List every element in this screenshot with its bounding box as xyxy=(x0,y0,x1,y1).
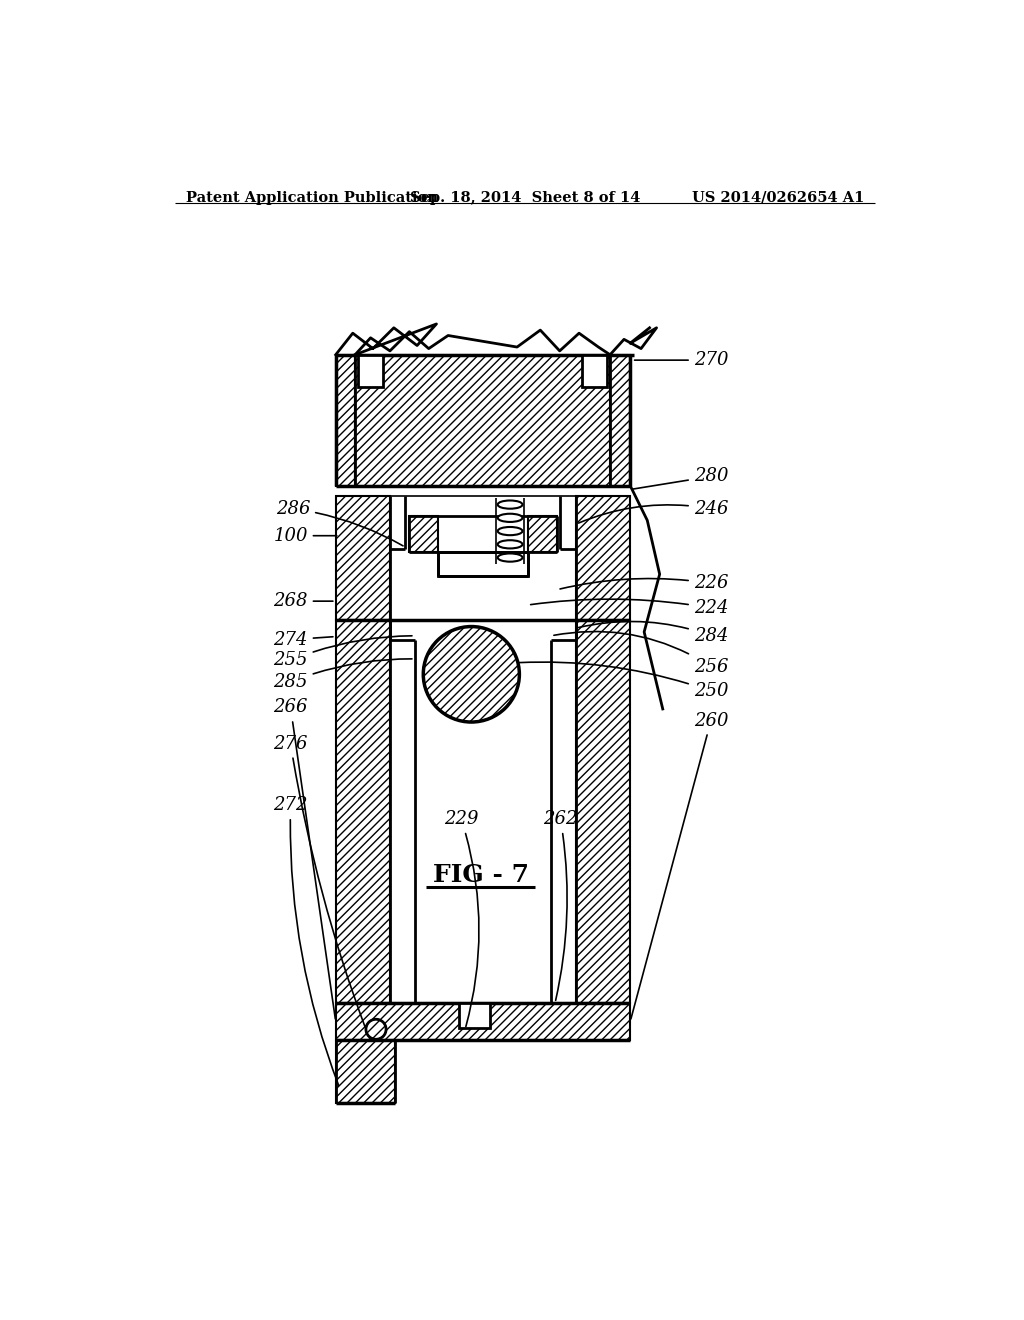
Text: 226: 226 xyxy=(560,574,728,593)
Text: 274: 274 xyxy=(273,631,333,648)
Text: 276: 276 xyxy=(273,735,365,1027)
Polygon shape xyxy=(336,620,390,1003)
Text: 268: 268 xyxy=(273,593,333,610)
Text: 266: 266 xyxy=(273,698,335,1019)
Text: 100: 100 xyxy=(273,527,337,545)
Text: US 2014/0262654 A1: US 2014/0262654 A1 xyxy=(692,191,864,205)
Polygon shape xyxy=(528,516,557,552)
Ellipse shape xyxy=(498,553,522,562)
Text: 272: 272 xyxy=(273,796,339,1085)
Polygon shape xyxy=(336,355,355,486)
Ellipse shape xyxy=(498,527,522,535)
Text: 250: 250 xyxy=(519,663,728,700)
Polygon shape xyxy=(336,496,390,620)
Text: 280: 280 xyxy=(633,467,728,488)
Polygon shape xyxy=(355,355,610,486)
Text: Patent Application Publication: Patent Application Publication xyxy=(186,191,438,205)
Text: Sep. 18, 2014  Sheet 8 of 14: Sep. 18, 2014 Sheet 8 of 14 xyxy=(410,191,640,205)
Ellipse shape xyxy=(498,500,522,508)
Ellipse shape xyxy=(498,540,522,548)
Polygon shape xyxy=(610,355,630,486)
Circle shape xyxy=(366,1019,386,1039)
Bar xyxy=(459,1003,489,1028)
Text: 284: 284 xyxy=(579,622,728,644)
Bar xyxy=(358,355,383,387)
Text: 255: 255 xyxy=(273,636,412,669)
Polygon shape xyxy=(575,620,630,1003)
Circle shape xyxy=(423,627,519,722)
Text: 256: 256 xyxy=(554,631,728,676)
Polygon shape xyxy=(336,1003,630,1040)
Text: 260: 260 xyxy=(631,711,728,1019)
Text: 262: 262 xyxy=(543,810,578,1001)
Polygon shape xyxy=(409,516,438,552)
Polygon shape xyxy=(575,496,630,620)
Text: 270: 270 xyxy=(635,351,728,370)
Bar xyxy=(583,355,607,387)
Bar xyxy=(438,552,528,576)
Text: 224: 224 xyxy=(530,599,728,616)
Text: 286: 286 xyxy=(275,500,403,546)
Text: 285: 285 xyxy=(273,659,412,690)
Text: FIG - 7: FIG - 7 xyxy=(432,862,528,887)
Polygon shape xyxy=(336,1040,394,1104)
Ellipse shape xyxy=(498,513,522,521)
Text: 246: 246 xyxy=(579,500,728,523)
Text: 229: 229 xyxy=(444,810,479,1027)
